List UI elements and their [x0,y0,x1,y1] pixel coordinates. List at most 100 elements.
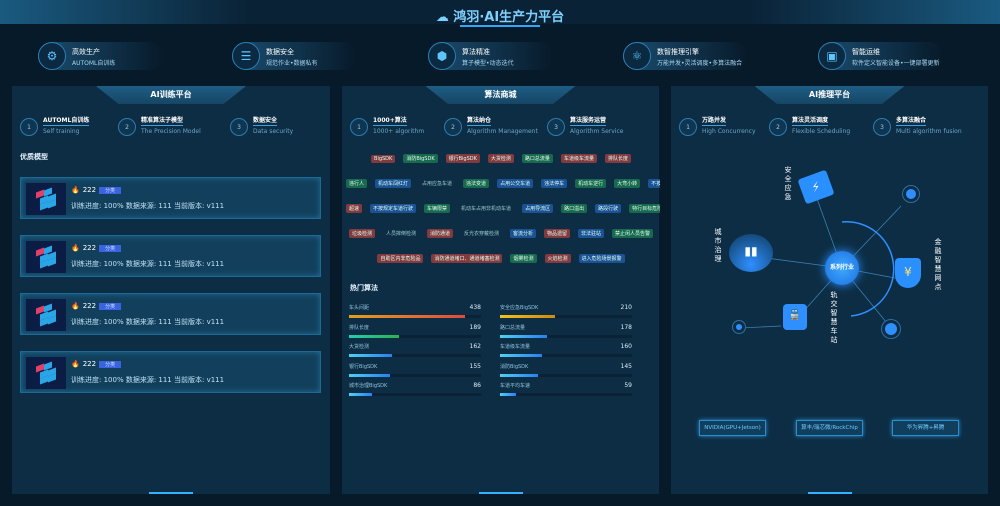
progress-track [349,373,481,377]
progress-track [349,393,481,396]
algorithm-tag[interactable]: 违行人 [346,179,368,188]
progress-track [500,393,632,396]
top-bar [0,0,1000,24]
progress-fill [349,315,465,318]
algorithm-tag[interactable]: 路口总流量 [521,154,553,163]
hot-algorithm-item[interactable]: 安全应急BigSDK 210 [500,304,632,320]
progress-track [500,373,632,377]
algorithm-tag[interactable]: 不按规定车道行驶 [370,204,417,213]
chip-nvidia-button[interactable]: NVIDIA(GPU+Jetson) [699,420,766,436]
algorithm-tag[interactable]: 银行BigSDK [445,154,480,163]
hot-algorithm-item[interactable]: 消防BigSDK 145 [500,363,632,379]
algorithm-tag[interactable]: 消防通道堵口、通道堵塞检测 [431,254,503,263]
algorithm-tag[interactable]: 违法变道 [463,179,490,188]
feature-card: ⬢ 算法精准 算子模型•动态迭代 [428,42,553,70]
model-card[interactable]: 🔥 222 分类 训练进度: 100% 数据来源: 111 当前版本: v111 [20,293,321,335]
algorithm-tag[interactable]: 物品遗留 [544,229,571,238]
hot-algorithm-item[interactable]: 路口总流量 178 [500,324,632,340]
progress-track [500,315,632,318]
progress-track [500,354,632,357]
algorithm-tag[interactable]: 占用公交车道 [497,179,534,188]
algorithm-tag[interactable]: 火焰检测 [544,254,571,263]
progress-track [500,334,632,338]
model-card[interactable]: 🔥 222 分类 训练进度: 100% 数据来源: 111 当前版本: v111 [20,351,321,393]
algorithm-tag[interactable]: 人员摔倒检测 [385,231,416,237]
algorithm-tag[interactable]: 禁止闲人员告警 [612,229,654,238]
industry-diagram: 系列行业 ⚡ 安全应急 ▮▮ 城市治理 ¥ 金融智慧网点 🚆 轨交智慧车站 [691,156,971,356]
server-stack-icon [26,299,66,331]
hot-algorithm-item[interactable]: 排队长度 189 [349,324,481,340]
algorithm-tag[interactable]: 机动车占用非机动车道 [461,206,512,212]
model-card[interactable]: 🔥 222 分类 训练进度: 100% 数据来源: 111 当前版本: v111 [20,235,321,277]
hot-algorithm-item[interactable]: 车头间距 438 [349,304,481,320]
tag-row: 自助区内非危险品 消防通道堵口、通道堵塞检测 烟雾检测 火焰检测 进入危险场景报警 [342,254,660,263]
algorithm-tag[interactable]: 占用导流区 [522,204,554,213]
server-stack-icon [26,357,66,389]
hot-algorithm-item[interactable]: 大货检测 162 [349,343,481,359]
progress-track [349,315,481,318]
algorithm-tag[interactable]: 烟雾检测 [510,254,537,263]
fire-icon: 🔥 [71,244,80,252]
category-badge: 分类 [99,303,122,310]
algorithm-tag[interactable]: 消防通道 [426,229,453,238]
progress-track [349,334,481,338]
hot-algorithm-item[interactable]: 车道平均车速 59 [500,382,632,398]
algorithm-tag[interactable]: 违法停车 [541,179,568,188]
algorithm-tag[interactable]: 机动车闯红灯 [375,179,412,188]
fire-icon: 🔥 [71,186,80,194]
server-stack-icon [26,241,66,273]
chip-rockchip-button[interactable]: 算丰/瑞芯微/RockChip [796,420,863,436]
algorithm-tag[interactable]: 自助区内非危险品 [377,254,424,263]
algorithm-tag[interactable]: 进入危险场景报警 [578,254,625,263]
progress-fill [500,393,516,396]
algorithm-tag[interactable]: 车道级车流量 [560,154,597,163]
industry-label: 城市治理 [714,228,722,264]
node-dot [885,323,897,335]
atom-icon: ⚛ [623,42,651,70]
progress-track [349,354,481,357]
algorithm-tag[interactable]: 排队长度 [604,154,631,163]
algorithm-tag[interactable]: 超速 [346,204,363,213]
cube-icon: ⬢ [428,42,456,70]
fire-icon: 🔥 [71,302,80,310]
feature-card: ▣ 智能运维 软件定义智能设备•一键部署更新 [818,42,943,70]
dashboard-icon: ▣ [818,42,846,70]
shield-yen-icon: ¥ [895,258,921,288]
panel-accent [478,492,523,494]
algorithm-tag[interactable]: 路口溢出 [561,204,588,213]
city-buildings-icon: ▮▮ [729,234,773,272]
panel-accent [807,492,852,494]
progress-fill [500,334,547,338]
feature-card: ⚙ 高效生产 AUTOML自训练 [38,42,163,70]
section-title: 优质模型 [20,153,48,161]
algorithm-tag[interactable]: 大弯小转 [614,179,641,188]
algorithm-tag[interactable]: 占用应急车道 [422,181,453,187]
hot-algorithm-item[interactable]: 城市治理BigSDK 86 [349,382,481,398]
database-icon: ☰ [232,42,260,70]
model-card[interactable]: 🔥 222 分类 训练进度: 100% 数据来源: 111 当前版本: v111 [20,177,321,219]
algorithm-tag[interactable]: 非法驻站 [578,229,605,238]
progress-fill [500,315,556,318]
category-badge: 分类 [99,245,122,252]
industry-label: 金融智慧网点 [934,238,942,292]
industry-label: 轨交智慧车站 [830,291,838,345]
algorithm-tag[interactable]: 特行目标危险识别 [629,204,660,213]
hot-algorithm-item[interactable]: 车道级车流量 160 [500,343,632,359]
hub-node: 系列行业 [825,251,859,285]
algorithm-tag[interactable]: 机动车逆行 [575,179,607,188]
feature-card: ⚛ 数智推理引擎 万能并发•灵活调度•多算法融合 [623,42,748,70]
chip-huawei-button[interactable]: 华为昇腾+昇腾 [892,420,959,436]
node-dot [906,189,916,199]
category-badge: 分类 [99,361,122,368]
hot-algorithm-item[interactable]: 银行BigSDK 155 [349,363,481,379]
algorithm-tag[interactable]: 大货检测 [487,154,514,163]
algorithm-tag[interactable]: 消防BigSDK [403,154,438,163]
algorithm-tag[interactable]: 路段行驶 [595,204,622,213]
algorithm-tag[interactable]: 垃圾检测 [348,229,375,238]
algorithm-tag[interactable]: 车辆限禁 [424,204,451,213]
algorithm-tag[interactable]: 客流分析 [510,229,537,238]
algorithm-tag[interactable]: 反光衣穿戴检测 [463,231,499,237]
progress-fill [349,334,399,338]
algorithm-tag[interactable]: 不按导向车道 [648,179,660,188]
algorithm-tag[interactable]: BigSDK [371,155,396,163]
